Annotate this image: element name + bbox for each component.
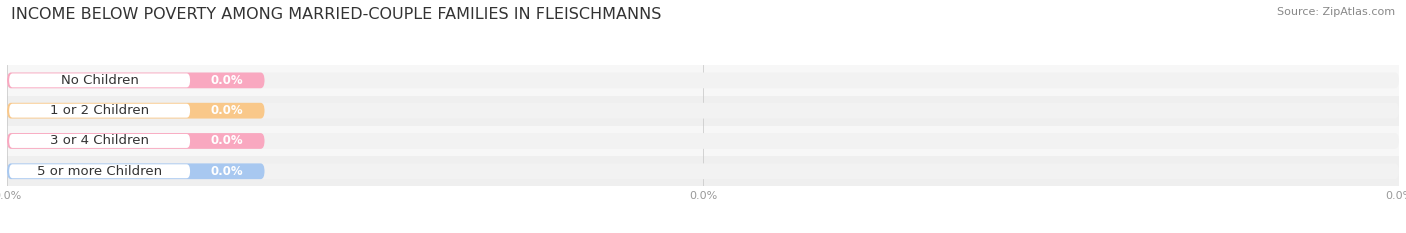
FancyBboxPatch shape — [0, 126, 1406, 156]
Text: 0.0%: 0.0% — [211, 134, 243, 147]
FancyBboxPatch shape — [7, 133, 1399, 149]
FancyBboxPatch shape — [0, 156, 1406, 186]
FancyBboxPatch shape — [7, 133, 264, 149]
FancyBboxPatch shape — [7, 72, 264, 88]
Text: No Children: No Children — [60, 74, 139, 87]
FancyBboxPatch shape — [0, 65, 1406, 96]
Text: Source: ZipAtlas.com: Source: ZipAtlas.com — [1277, 7, 1395, 17]
FancyBboxPatch shape — [8, 73, 190, 87]
FancyBboxPatch shape — [7, 103, 264, 119]
FancyBboxPatch shape — [7, 72, 1399, 88]
Text: 0.0%: 0.0% — [211, 165, 243, 178]
Text: 3 or 4 Children: 3 or 4 Children — [51, 134, 149, 147]
FancyBboxPatch shape — [8, 134, 190, 148]
Text: 1 or 2 Children: 1 or 2 Children — [51, 104, 149, 117]
Text: 0.0%: 0.0% — [211, 74, 243, 87]
FancyBboxPatch shape — [8, 104, 190, 118]
FancyBboxPatch shape — [7, 163, 264, 179]
FancyBboxPatch shape — [8, 164, 190, 178]
FancyBboxPatch shape — [0, 96, 1406, 126]
FancyBboxPatch shape — [7, 163, 1399, 179]
Text: 5 or more Children: 5 or more Children — [37, 165, 162, 178]
Text: 0.0%: 0.0% — [211, 104, 243, 117]
Text: INCOME BELOW POVERTY AMONG MARRIED-COUPLE FAMILIES IN FLEISCHMANNS: INCOME BELOW POVERTY AMONG MARRIED-COUPL… — [11, 7, 662, 22]
FancyBboxPatch shape — [7, 103, 1399, 119]
